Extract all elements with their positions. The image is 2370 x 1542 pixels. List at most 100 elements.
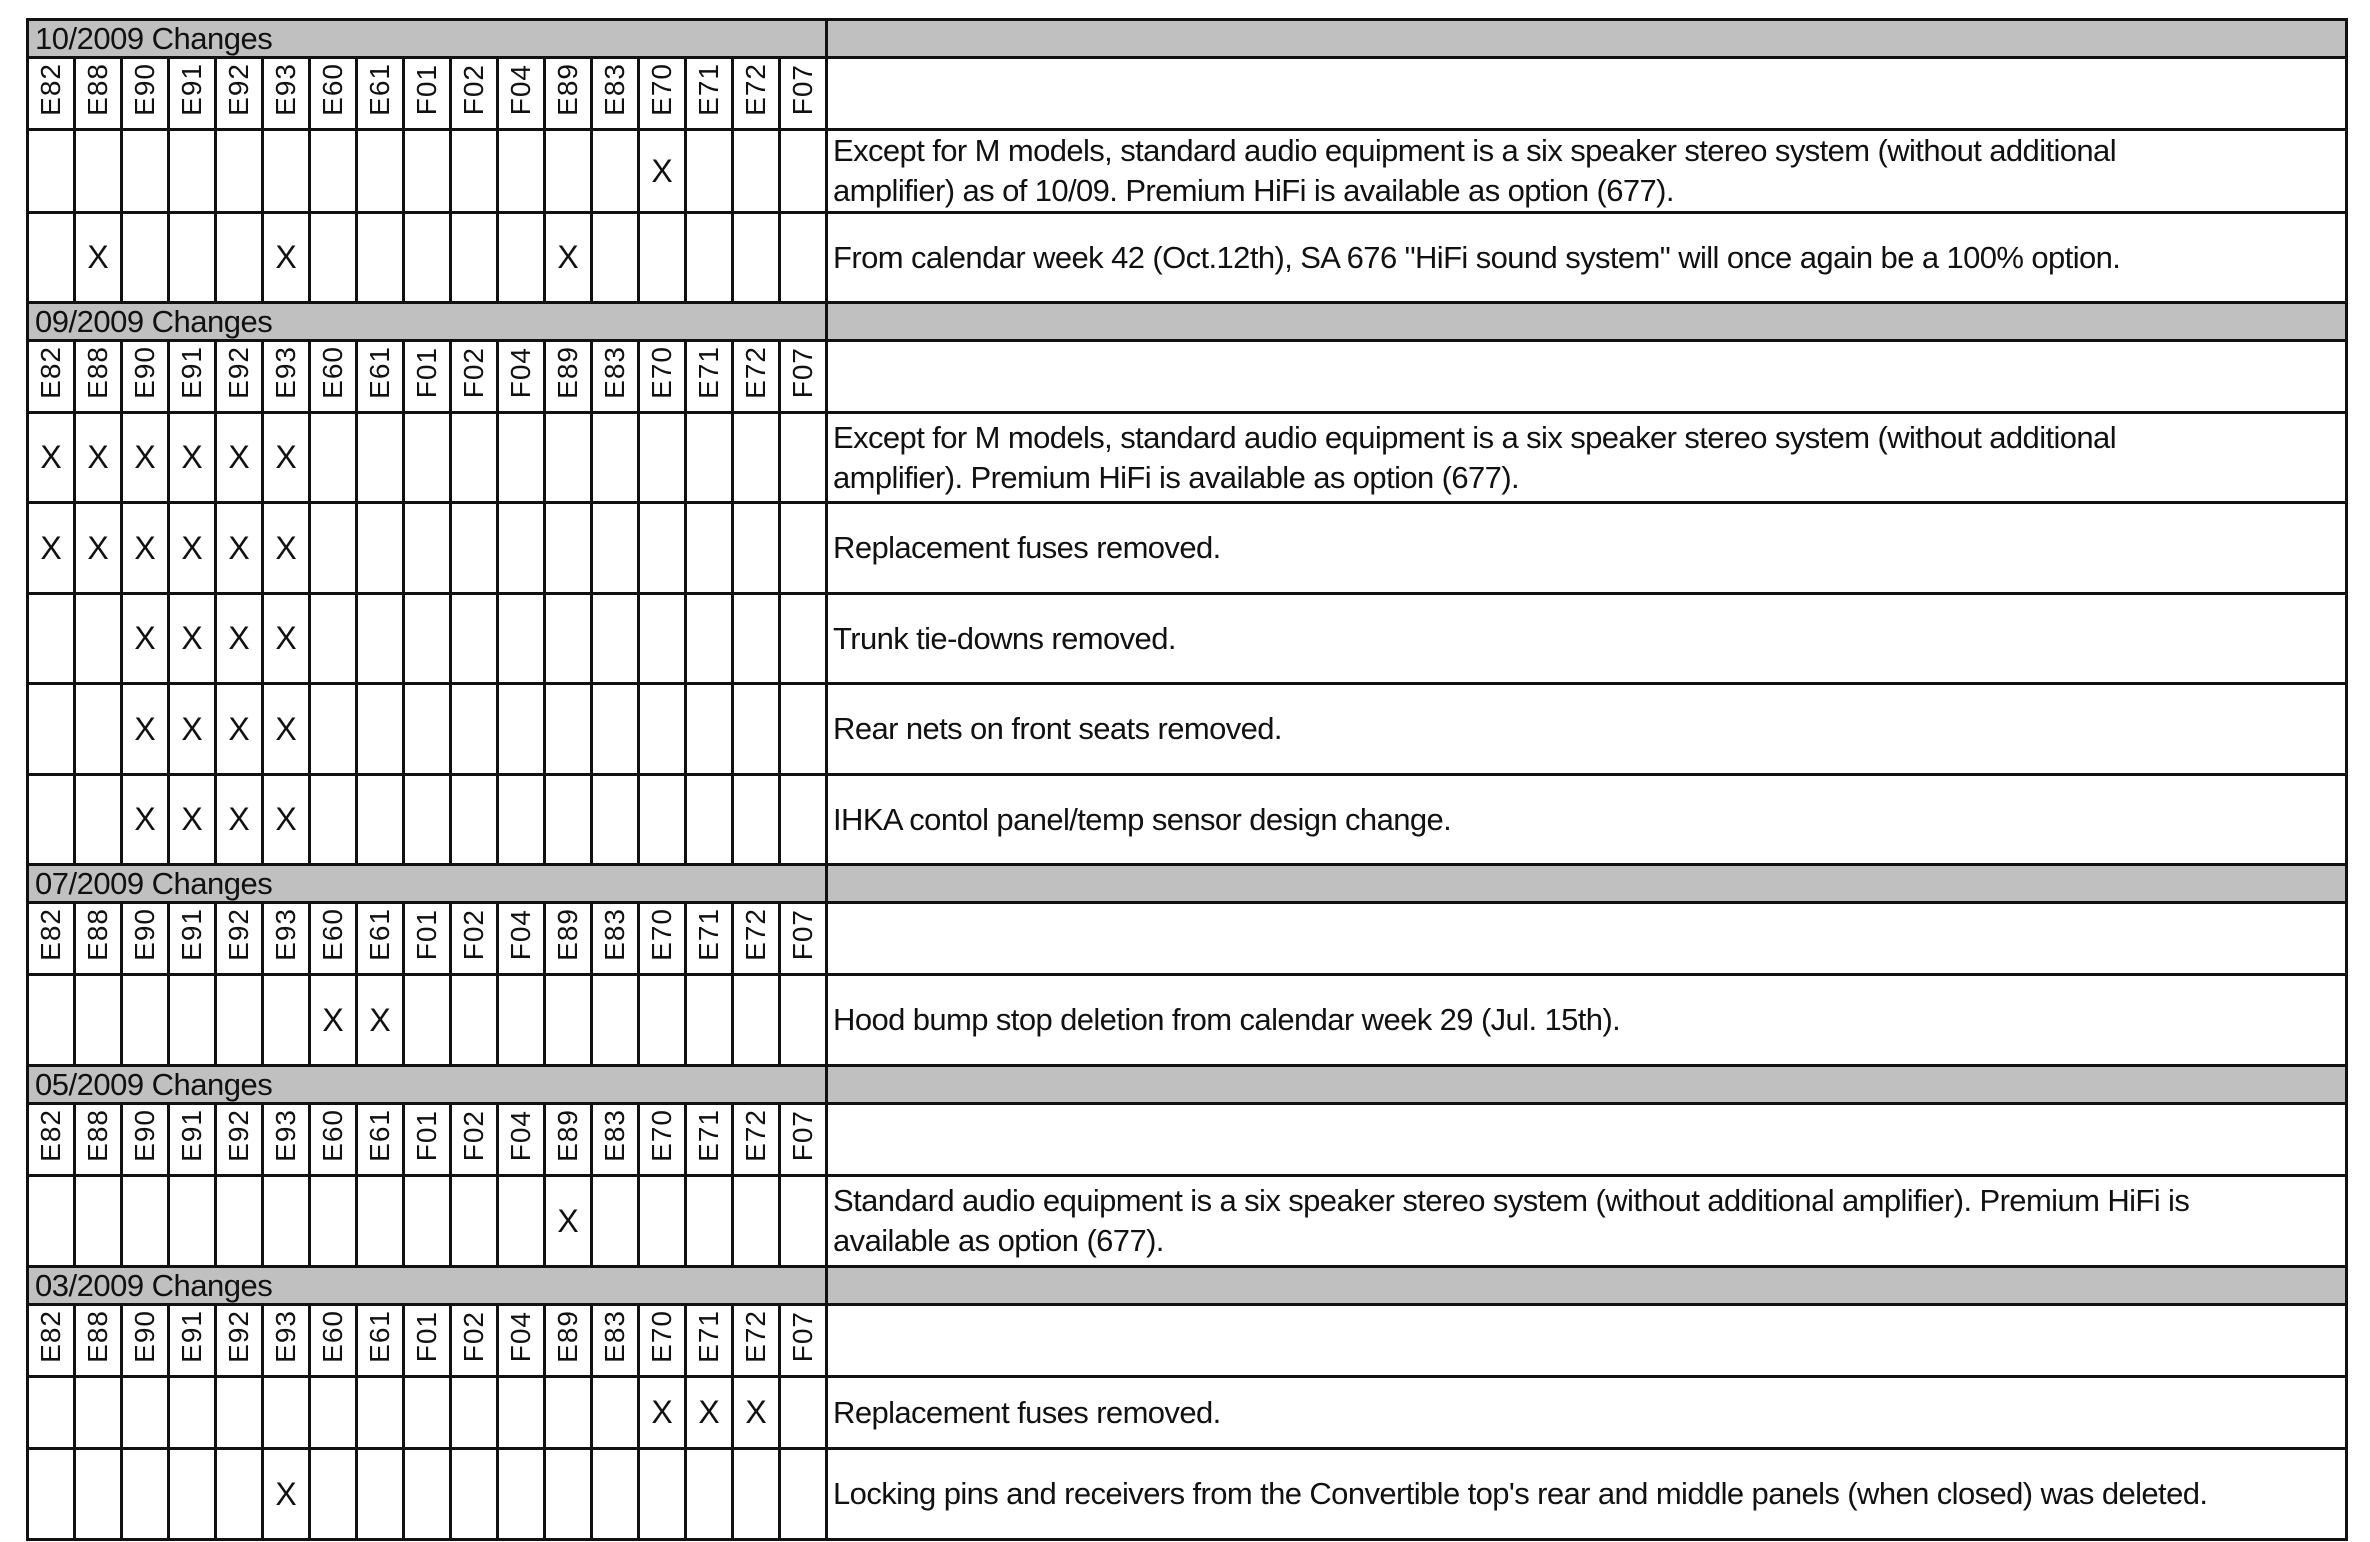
applies-mark: X [87, 529, 109, 566]
applies-mark: X [698, 1394, 720, 1430]
model-cell [684, 973, 734, 1067]
model-header-cell: E90 [120, 901, 170, 976]
model-cell [355, 592, 405, 685]
applies-mark: X [275, 710, 297, 747]
model-cell [120, 1447, 170, 1541]
model-code: E71 [693, 63, 724, 116]
model-cell [73, 1174, 123, 1268]
model-header-cell: E92 [214, 1102, 264, 1177]
model-cell [402, 682, 452, 776]
model-cell [449, 682, 499, 776]
model-cell [496, 1174, 546, 1268]
model-cell: X [167, 411, 217, 504]
model-code: E60 [317, 1109, 348, 1162]
model-cell: X [261, 773, 311, 866]
model-header-cell: E93 [261, 56, 311, 131]
model-cell [308, 773, 358, 866]
model-cell: X [167, 682, 217, 776]
model-header-cell: E88 [73, 1303, 123, 1378]
model-header-row: E82 E88 E90 E91 E92 E93 E60 E61 F01 F02 F04 E89 E83 E… [26, 1303, 2348, 1378]
model-cell [355, 1375, 405, 1450]
model-code: E72 [740, 1109, 771, 1162]
model-cell [73, 592, 123, 685]
model-cell [355, 682, 405, 776]
model-header-cell: E61 [355, 56, 405, 131]
model-cell [684, 773, 734, 866]
model-code: E71 [693, 908, 724, 961]
model-cell [731, 211, 781, 304]
model-cell [684, 592, 734, 685]
section-title: 03/2009 Changes [25, 1265, 829, 1306]
model-code: E71 [693, 1109, 724, 1162]
model-header-blank [825, 901, 2348, 976]
model-header-cell: E61 [355, 901, 405, 976]
model-code: E83 [599, 346, 630, 399]
model-cell: X [120, 501, 170, 595]
model-code: E92 [223, 908, 254, 961]
model-cell [261, 128, 311, 214]
model-header-cell: E88 [73, 339, 123, 414]
model-cell [308, 128, 358, 214]
applies-mark: X [40, 529, 62, 566]
model-cell [167, 1174, 217, 1268]
model-header-cell: E83 [590, 56, 640, 131]
model-header-cell: F01 [402, 1303, 452, 1378]
model-code: E88 [82, 1109, 113, 1162]
model-header-cell: E72 [731, 56, 781, 131]
table-row: X X X X X X Except for M models, standard audi… [26, 411, 2348, 504]
model-header-cell: E61 [355, 1102, 405, 1177]
model-header-cell: E60 [308, 339, 358, 414]
model-cell [402, 1375, 452, 1450]
model-header-cell: E89 [543, 1102, 593, 1177]
model-cell [731, 1174, 781, 1268]
model-code: E82 [35, 63, 66, 116]
model-header-cell: E71 [684, 1303, 734, 1378]
table-row: X X X X X X Replacement fuses removed. [26, 501, 2348, 595]
applies-mark: X [275, 620, 297, 656]
model-header-blank [825, 339, 2348, 414]
model-cell [167, 1375, 217, 1450]
model-cell [543, 773, 593, 866]
model-cell [684, 211, 734, 304]
model-cell: X [261, 592, 311, 685]
applies-mark: X [228, 710, 250, 747]
model-cell [777, 1375, 829, 1450]
applies-mark: X [369, 1001, 391, 1038]
model-cell [355, 1447, 405, 1541]
model-cell [496, 592, 546, 685]
change-description: Replacement fuses removed. [825, 1375, 2348, 1450]
model-cell [402, 411, 452, 504]
model-header-cell: F02 [449, 901, 499, 976]
applies-mark: X [651, 1394, 673, 1430]
model-cell: X [214, 773, 264, 866]
applies-mark: X [134, 439, 156, 475]
change-description: Locking pins and receivers from the Conv… [825, 1447, 2348, 1541]
model-header-cell: E91 [167, 1303, 217, 1378]
model-cell [402, 973, 452, 1067]
model-cell [777, 592, 829, 685]
model-cell [355, 1174, 405, 1268]
model-cell [26, 1174, 76, 1268]
applies-mark: X [275, 529, 297, 566]
model-code: E90 [129, 908, 160, 961]
model-cell [777, 1447, 829, 1541]
model-cell [684, 411, 734, 504]
model-code: F01 [411, 908, 442, 961]
model-header-cell: E92 [214, 1303, 264, 1378]
model-code: E61 [364, 346, 395, 399]
model-code: E93 [270, 908, 301, 961]
model-cell [73, 773, 123, 866]
model-code: F02 [458, 908, 489, 961]
applies-mark: X [134, 620, 156, 656]
model-header-cell: E70 [637, 1303, 687, 1378]
model-header-cell: E89 [543, 339, 593, 414]
model-cell [402, 1447, 452, 1541]
applies-mark: X [134, 801, 156, 837]
model-code: E91 [176, 1310, 207, 1363]
applies-mark: X [228, 529, 250, 566]
applies-mark: X [228, 620, 250, 656]
model-cell [543, 592, 593, 685]
model-header-cell: F07 [777, 1102, 829, 1177]
model-code: E91 [176, 908, 207, 961]
model-cell [637, 501, 687, 595]
